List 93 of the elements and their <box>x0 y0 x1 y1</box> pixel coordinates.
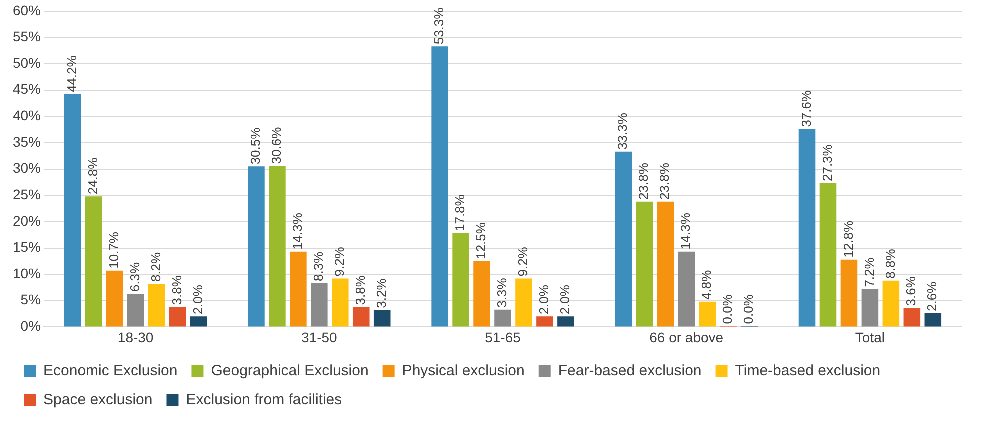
data-label: 14.3% <box>678 212 694 250</box>
data-label: 9.2% <box>332 246 347 277</box>
data-label: 2.6% <box>924 281 940 312</box>
data-label: 30.6% <box>269 126 284 164</box>
data-label: 3.3% <box>494 278 510 308</box>
y-tick-label: 40% <box>12 108 42 124</box>
legend-label: Fear-based exclusion <box>558 362 702 380</box>
x-tick-label: 51-65 <box>485 329 522 346</box>
data-label: 10.7% <box>106 232 122 269</box>
data-label: 23.8% <box>657 162 672 200</box>
legend-label: Physical exclusion <box>402 362 525 380</box>
x-tick-label: Total <box>855 329 885 346</box>
bar <box>494 310 512 327</box>
bar <box>882 280 900 327</box>
bar <box>904 308 921 327</box>
y-tick-label: 5% <box>20 292 42 308</box>
data-label: 9.2% <box>516 246 531 277</box>
bar <box>432 46 448 327</box>
bar <box>352 307 370 327</box>
bar <box>798 129 816 327</box>
legend-label: Geographical Exclusion <box>211 362 369 380</box>
legend-label: Time-based exclusion <box>735 362 881 380</box>
y-tick-label: 10% <box>12 265 42 282</box>
bar <box>169 307 186 327</box>
data-label: 2.0% <box>558 284 573 315</box>
bar <box>657 202 674 327</box>
y-tick-label: 25% <box>12 186 42 202</box>
bar <box>516 278 532 327</box>
data-label: 2.0% <box>536 284 552 315</box>
legend-label: Exclusion from facilities <box>186 392 342 409</box>
bar <box>148 284 166 327</box>
bar <box>127 294 144 327</box>
data-label: 3.6% <box>904 276 919 306</box>
data-label: 4.8% <box>699 270 714 300</box>
bar <box>699 302 716 327</box>
bar <box>311 284 328 327</box>
x-tick-label: 66 or above <box>650 329 724 346</box>
data-label: 3.8% <box>352 275 368 306</box>
bar <box>862 289 879 327</box>
y-tick-label: 55% <box>12 28 42 45</box>
legend-label: Space exclusion <box>44 392 153 409</box>
bar <box>840 260 858 327</box>
bar <box>332 278 349 327</box>
data-label: 17.8% <box>452 194 468 232</box>
y-tick-label: 50% <box>12 54 42 71</box>
data-label: 30.5% <box>248 127 264 165</box>
y-tick-label: 45% <box>12 81 42 98</box>
data-label: 14.3% <box>290 212 306 250</box>
bar <box>290 252 307 327</box>
data-label: 44.2% <box>64 55 80 93</box>
data-label: 8.2% <box>148 252 164 282</box>
bar <box>452 234 470 327</box>
y-tick-label: 60% <box>12 2 42 18</box>
x-tick-label: 31-50 <box>302 329 338 346</box>
bar <box>106 270 124 327</box>
y-tick-label: 15% <box>12 239 42 256</box>
data-label: 23.8% <box>636 162 652 200</box>
data-label: 7.2% <box>862 257 877 288</box>
bar <box>269 166 286 327</box>
bar <box>558 316 574 327</box>
legend-label: Economic Exclusion <box>44 362 178 380</box>
bar <box>636 202 654 327</box>
bar <box>678 252 695 327</box>
data-label: 27.3% <box>820 144 835 182</box>
bar <box>820 184 837 327</box>
data-label: 3.8% <box>169 275 184 306</box>
data-label: 0.0% <box>720 294 736 324</box>
data-label: 37.6% <box>798 90 814 128</box>
data-label: 8.8% <box>882 248 898 279</box>
bar <box>190 316 208 327</box>
bar <box>85 196 102 327</box>
data-label: 33.3% <box>615 112 630 150</box>
data-label: 2.0% <box>190 284 206 315</box>
data-label: 3.2% <box>374 278 389 308</box>
bar <box>615 152 632 327</box>
data-label: 0.0% <box>741 294 756 324</box>
y-tick-label: 30% <box>12 160 42 176</box>
bar <box>536 316 554 327</box>
data-label: 24.8% <box>85 157 100 195</box>
data-label: 8.3% <box>310 251 326 282</box>
bar <box>924 314 942 327</box>
data-label: 12.8% <box>840 220 856 258</box>
data-label: 6.3% <box>127 262 142 292</box>
y-tick-label: 20% <box>12 212 42 229</box>
x-tick-label: 18-30 <box>118 329 154 346</box>
bar <box>474 261 490 327</box>
y-tick-label: 35% <box>12 134 42 150</box>
bar <box>374 310 391 327</box>
bar <box>248 166 265 327</box>
data-label: 12.5% <box>474 222 489 260</box>
bar <box>64 94 82 327</box>
data-label: 53.3% <box>432 7 447 45</box>
y-tick-label: 0% <box>20 318 42 334</box>
